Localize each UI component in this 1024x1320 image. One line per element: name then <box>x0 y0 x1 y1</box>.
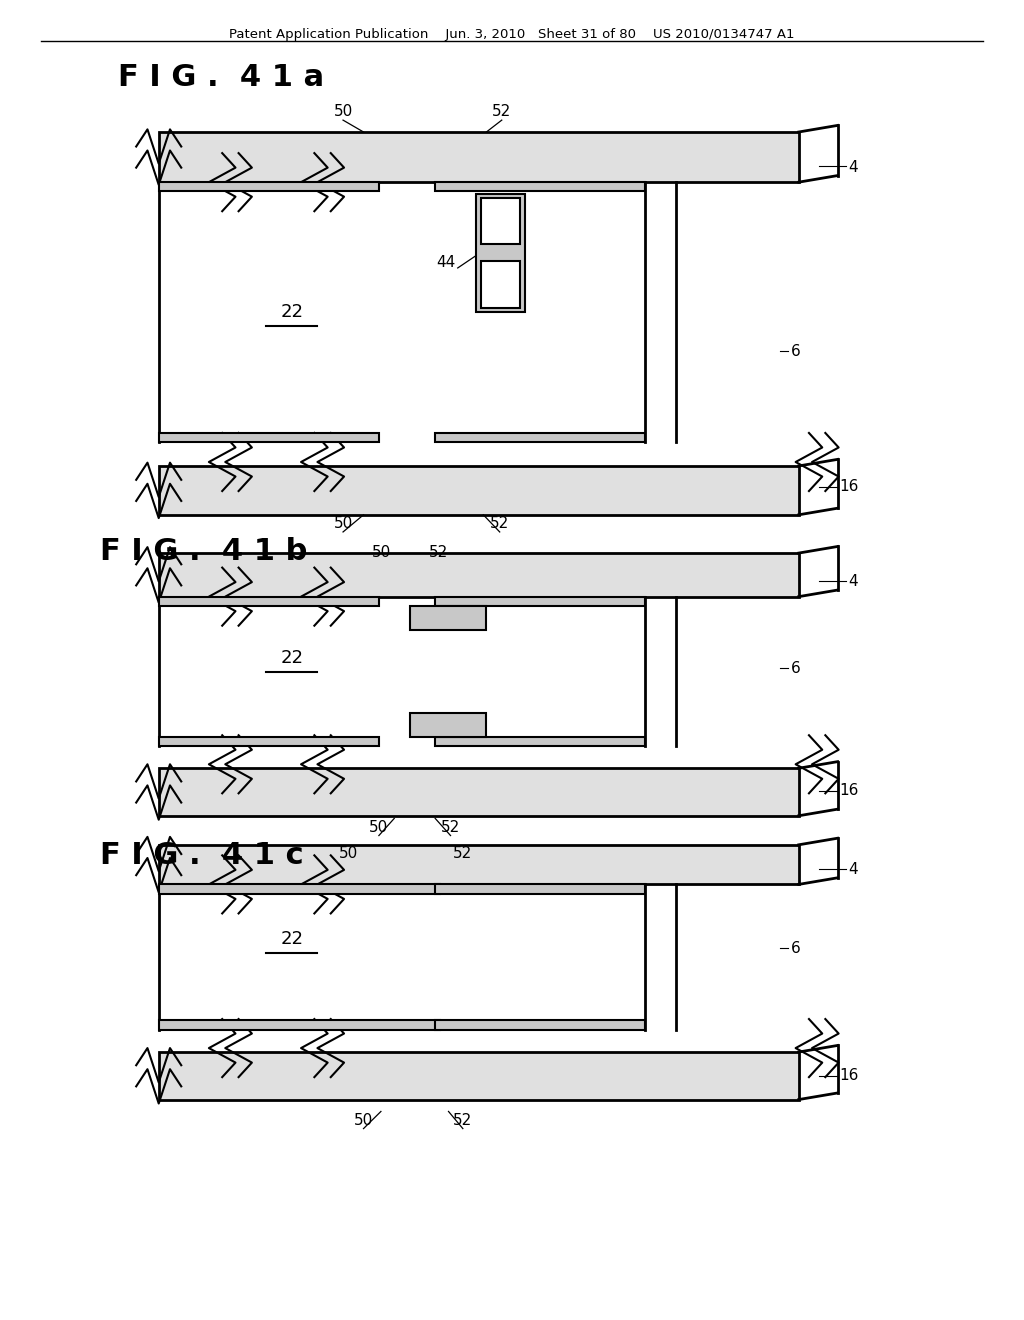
Bar <box>159 1052 799 1100</box>
Text: 16: 16 <box>840 783 859 797</box>
Text: 50: 50 <box>373 545 391 560</box>
Text: 6: 6 <box>791 941 801 956</box>
Text: 52: 52 <box>493 104 511 119</box>
Bar <box>159 553 799 597</box>
Bar <box>159 597 379 606</box>
Bar <box>435 597 645 606</box>
Bar <box>435 884 645 894</box>
Text: 16: 16 <box>840 1068 859 1082</box>
Bar <box>159 1020 440 1030</box>
Text: 16: 16 <box>840 479 859 494</box>
Text: 52: 52 <box>441 820 460 834</box>
Text: 4: 4 <box>848 160 857 174</box>
Text: 50: 50 <box>354 1113 373 1127</box>
Text: 44: 44 <box>436 255 456 269</box>
Bar <box>159 768 799 816</box>
Text: 52: 52 <box>429 545 447 560</box>
Text: 22: 22 <box>281 929 303 948</box>
Bar <box>159 433 379 442</box>
Text: F I G .  4 1 c: F I G . 4 1 c <box>100 841 304 870</box>
Bar <box>435 1020 645 1030</box>
Bar <box>410 606 486 630</box>
Bar <box>159 466 799 515</box>
Bar <box>481 198 520 244</box>
Text: 50: 50 <box>334 104 352 119</box>
Bar <box>476 194 525 312</box>
Text: Patent Application Publication    Jun. 3, 2010   Sheet 31 of 80    US 2010/01347: Patent Application Publication Jun. 3, 2… <box>229 28 795 41</box>
Text: 52: 52 <box>454 1113 472 1127</box>
Text: 22: 22 <box>281 648 303 667</box>
Text: 4: 4 <box>848 862 857 876</box>
Text: 52: 52 <box>454 846 472 861</box>
Text: 6: 6 <box>791 345 801 359</box>
Text: 4: 4 <box>848 574 857 589</box>
Bar <box>159 182 379 191</box>
Text: 52: 52 <box>490 516 509 531</box>
Bar <box>159 845 799 884</box>
Text: 50: 50 <box>370 820 388 834</box>
Bar <box>481 261 520 308</box>
Text: 50: 50 <box>339 846 357 861</box>
Text: F I G .  4 1 a: F I G . 4 1 a <box>118 63 324 92</box>
Text: 50: 50 <box>334 516 352 531</box>
Bar <box>435 433 645 442</box>
Bar <box>410 713 486 737</box>
Bar <box>159 132 799 182</box>
Bar <box>159 884 440 894</box>
Text: 6: 6 <box>791 661 801 676</box>
Text: 22: 22 <box>281 302 303 321</box>
Bar <box>435 182 645 191</box>
Bar <box>435 737 645 746</box>
Text: F I G .  4 1 b: F I G . 4 1 b <box>100 537 308 566</box>
Bar <box>159 737 379 746</box>
